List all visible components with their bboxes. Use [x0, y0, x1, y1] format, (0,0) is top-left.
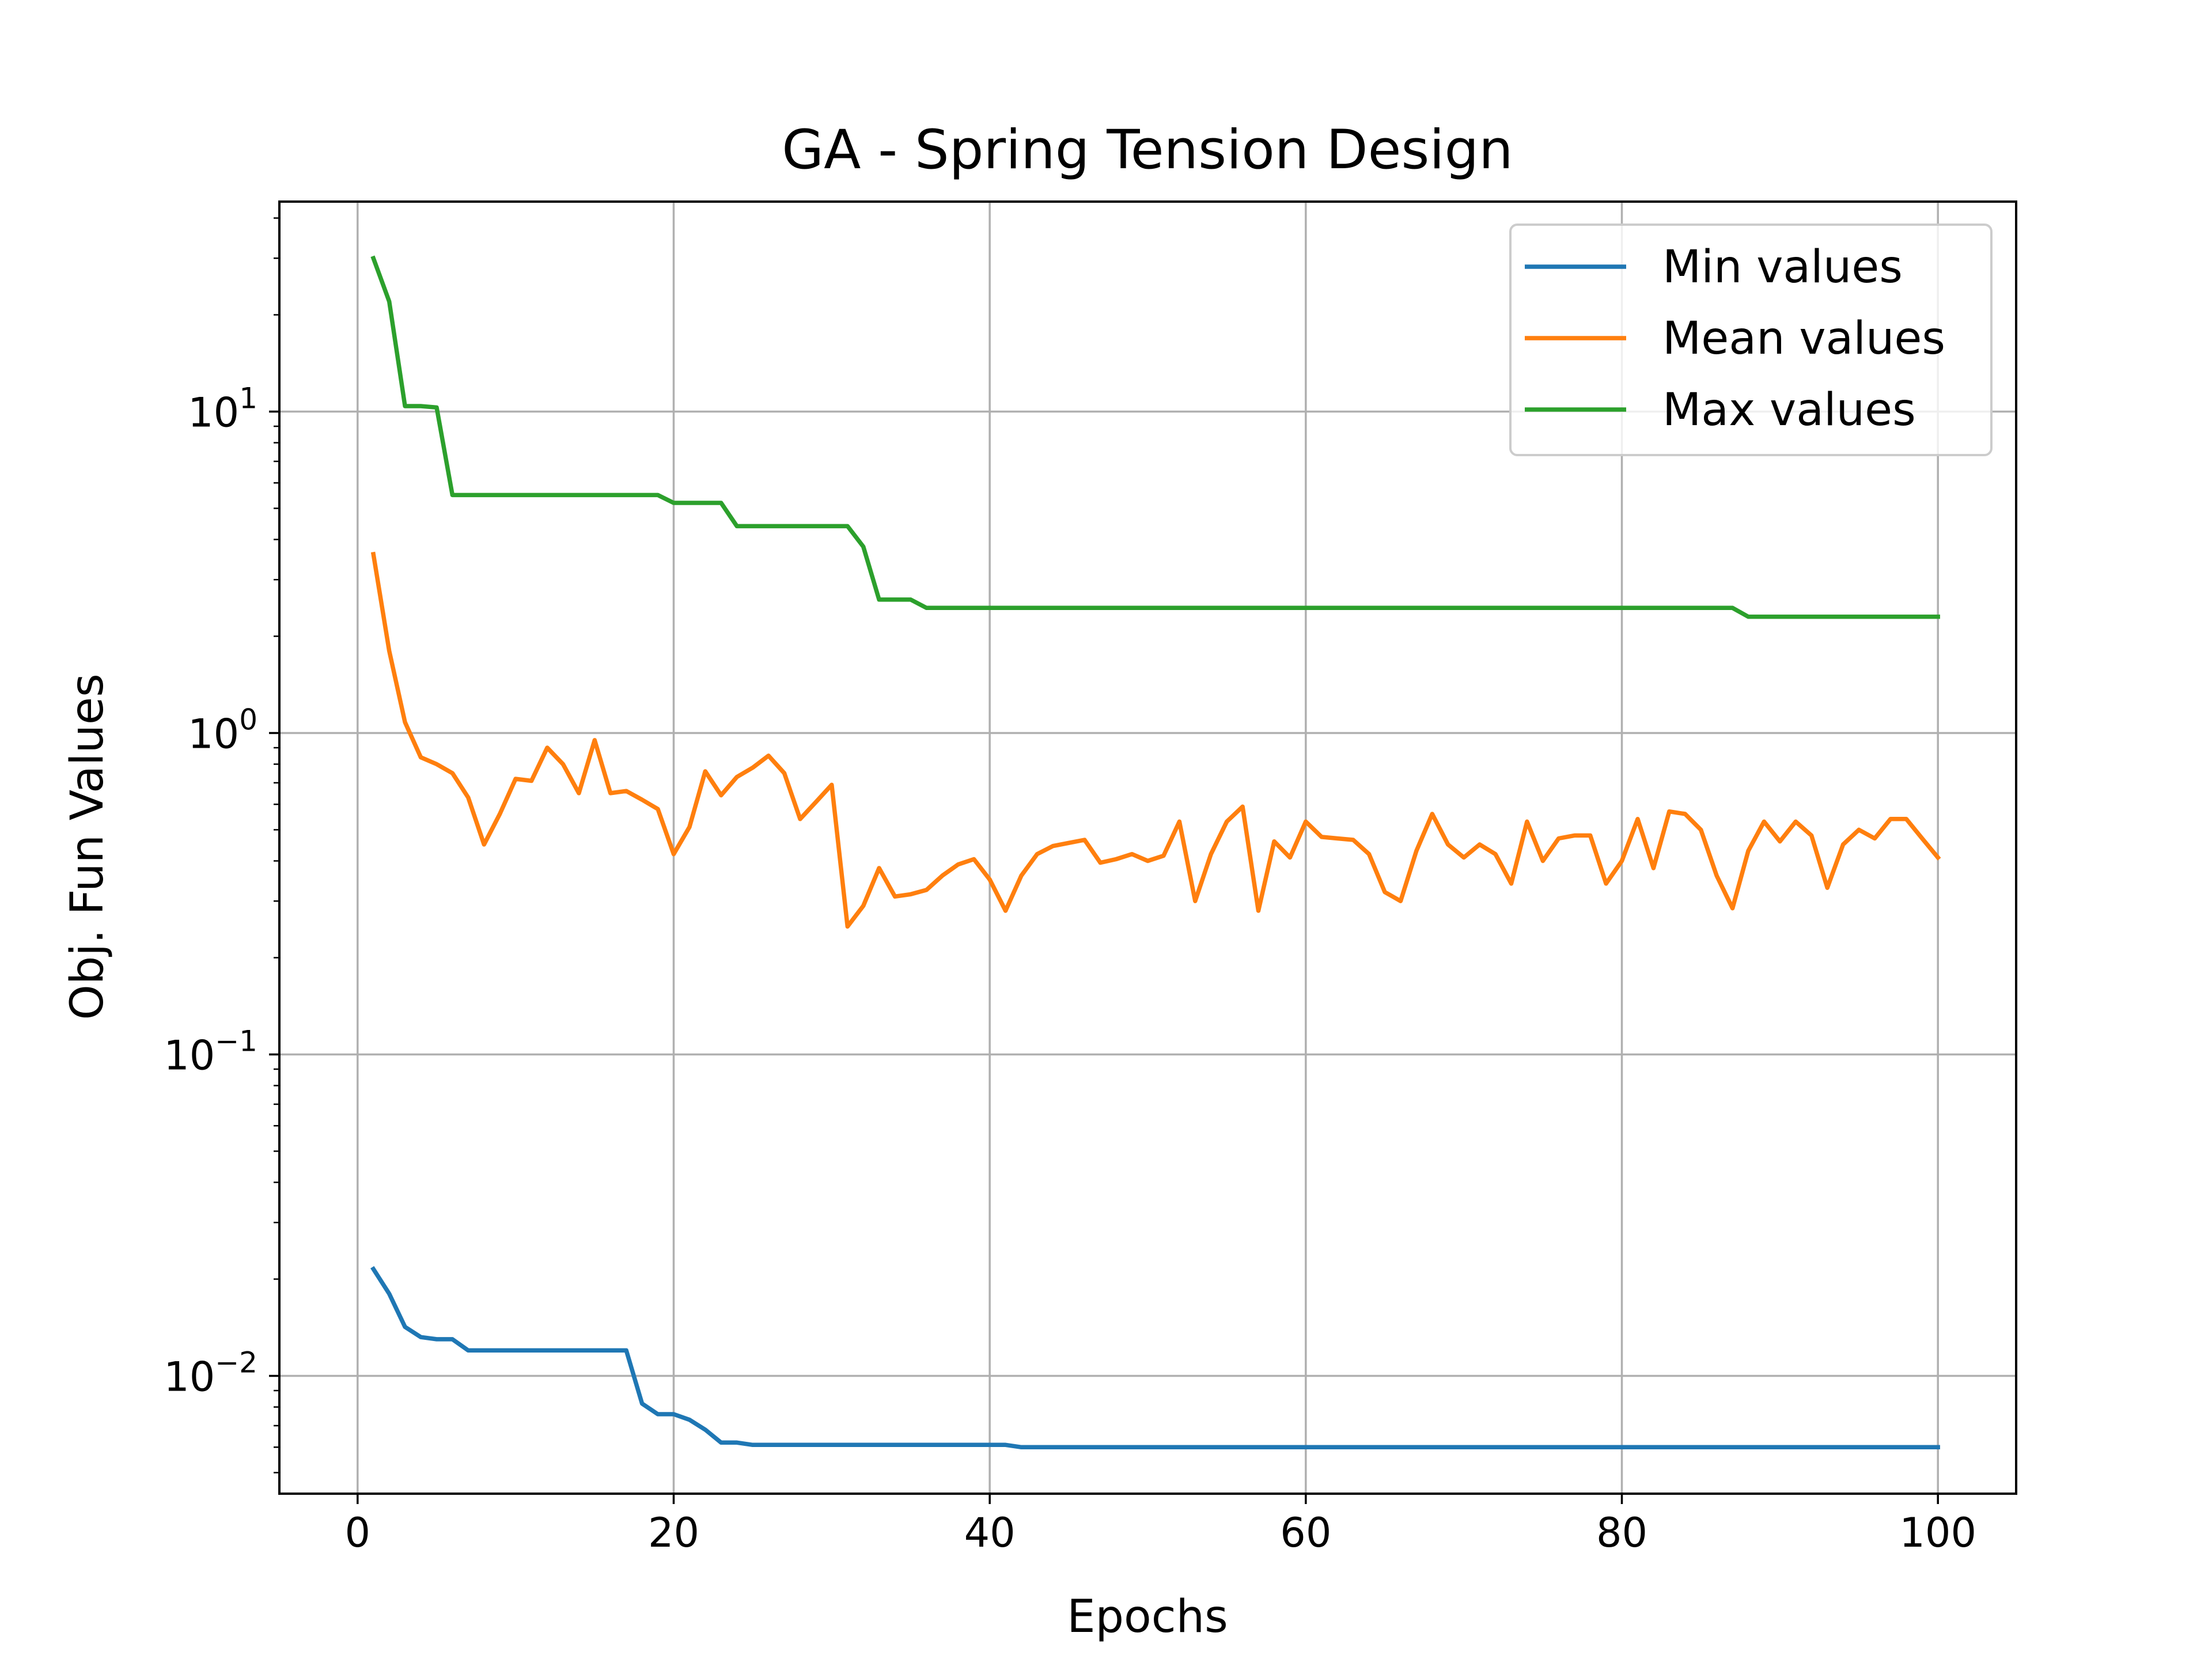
x-tick-label: 40: [964, 1509, 1016, 1556]
y-tick-label: 10−1: [164, 1024, 257, 1079]
x-tick-label: 100: [1899, 1509, 1976, 1556]
y-tick-label: 100: [188, 703, 257, 757]
series-line-min-values: [370, 1266, 1940, 1450]
x-tick-label: 20: [648, 1509, 699, 1556]
legend-label-max-values: Max values: [1662, 384, 1916, 436]
chart-title: GA - Spring Tension Design: [782, 119, 1513, 181]
series-lines: [370, 255, 1941, 1450]
y-tick-label: 10−2: [164, 1346, 257, 1400]
series-line-max-values: [370, 255, 1940, 619]
y-tick-label: 101: [188, 381, 257, 436]
legend-box: [1509, 224, 1993, 456]
axis-ticks: 0 20 40 60 80 100 10−2 10−1 100 101: [164, 217, 1976, 1556]
plot-frame: [278, 200, 2017, 1495]
x-tick-label: 60: [1280, 1509, 1331, 1556]
x-axis-label: Epochs: [1067, 1591, 1228, 1643]
series-line-mean-values: [370, 551, 1941, 929]
legend-label-mean-values: Mean values: [1662, 313, 1945, 365]
x-tick-label: 80: [1596, 1509, 1647, 1556]
legend-label-min-values: Min values: [1662, 241, 1903, 293]
x-tick-label: 0: [345, 1509, 371, 1556]
legend: Min values Mean values Max values: [1509, 224, 1993, 456]
y-axis-label: Obj. Fun Values: [62, 673, 113, 1020]
